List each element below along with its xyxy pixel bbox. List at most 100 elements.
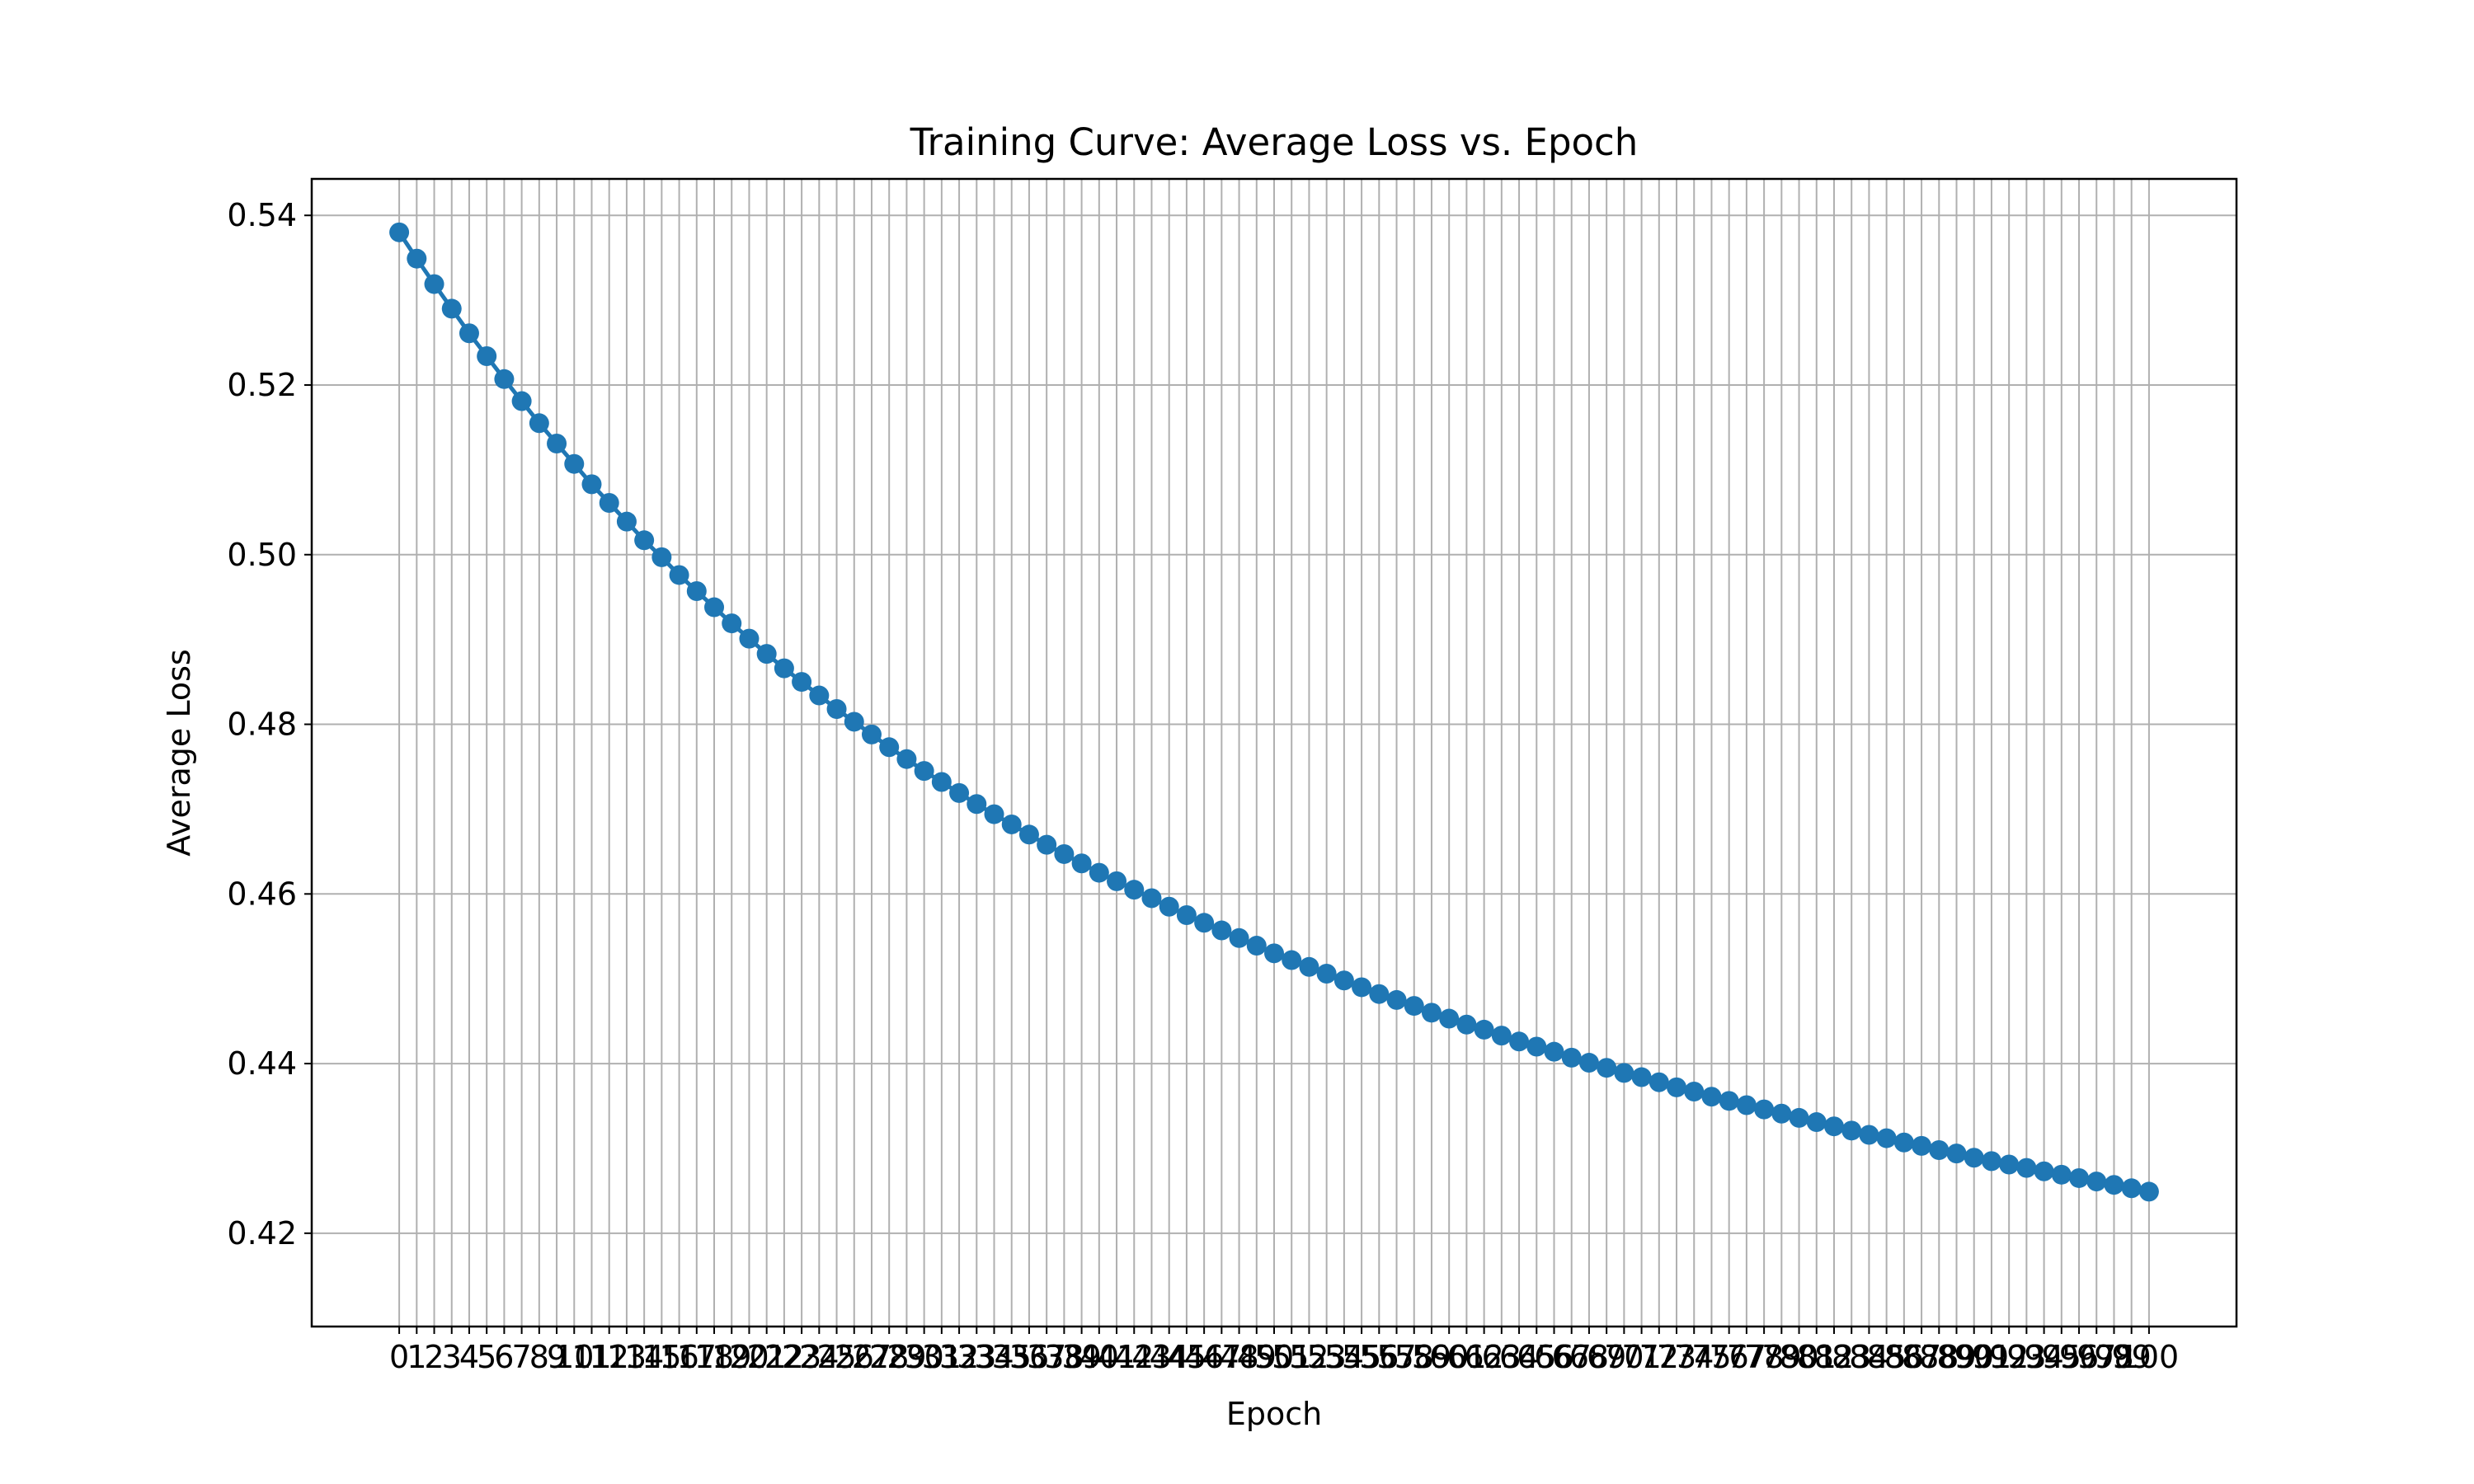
- x-tick-label: 86: [1884, 1339, 1924, 1375]
- x-tick-label: 88: [1919, 1339, 1959, 1375]
- x-tick-label: 13: [607, 1339, 647, 1375]
- x-tick-label: 66: [1534, 1339, 1573, 1375]
- x-tick-label: 12: [590, 1339, 629, 1375]
- x-tick-label: 32: [939, 1339, 979, 1375]
- y-tick-label: 0.54: [227, 197, 297, 233]
- data-point: [949, 782, 970, 803]
- data-point: [2086, 1172, 2107, 1192]
- data-point: [1789, 1107, 1809, 1128]
- x-tick-label: 36: [1009, 1339, 1049, 1375]
- data-point: [459, 323, 479, 344]
- x-tick-label: 100: [2119, 1339, 2180, 1375]
- y-tick-label: 0.50: [227, 537, 297, 573]
- data-point: [756, 644, 777, 665]
- y-tick-label: 0.52: [227, 367, 297, 403]
- data-point: [1631, 1067, 1652, 1087]
- data-point: [389, 222, 410, 242]
- y-axis-label: Average Loss: [161, 649, 197, 856]
- data-point: [1509, 1031, 1530, 1052]
- data-point: [1981, 1151, 2001, 1172]
- data-point: [1018, 824, 1039, 845]
- data-point: [1054, 843, 1075, 864]
- x-tick-label: 75: [1691, 1339, 1731, 1375]
- x-tick-label: 82: [1814, 1339, 1854, 1375]
- data-point: [547, 433, 567, 453]
- data-point: [1369, 984, 1390, 1004]
- data-point: [2069, 1167, 2090, 1188]
- x-tick-label: 80: [1779, 1339, 1818, 1375]
- data-point: [1684, 1082, 1705, 1102]
- data-point: [616, 511, 637, 532]
- x-tick-label: 71: [1621, 1339, 1661, 1375]
- x-tick-label: 31: [922, 1339, 962, 1375]
- x-tick-label: 76: [1709, 1339, 1748, 1375]
- data-point: [1806, 1112, 1827, 1133]
- x-tick-label: 2: [424, 1339, 444, 1375]
- data-point: [599, 493, 619, 514]
- data-point: [1456, 1014, 1477, 1035]
- data-point: [896, 749, 917, 769]
- data-point: [967, 794, 987, 815]
- x-tick-label: 79: [1761, 1339, 1801, 1375]
- x-tick-label: 47: [1202, 1339, 1241, 1375]
- data-point: [774, 658, 794, 679]
- chart-title: Training Curve: Average Loss vs. Epoch: [910, 120, 1639, 164]
- x-tick-label: 10: [554, 1339, 594, 1375]
- x-tick-label: 18: [694, 1339, 734, 1375]
- data-point: [1352, 977, 1372, 998]
- data-point: [1893, 1132, 1914, 1153]
- x-tick-label: 60: [1429, 1339, 1469, 1375]
- x-tick-label: 42: [1114, 1339, 1154, 1375]
- x-tick-label: 33: [957, 1339, 996, 1375]
- data-point: [1578, 1053, 1599, 1073]
- data-point: [1667, 1077, 1687, 1097]
- data-point: [792, 672, 812, 693]
- x-tick-label: 55: [1342, 1339, 1381, 1375]
- data-point: [1439, 1008, 1460, 1029]
- x-tick-label: 48: [1219, 1339, 1258, 1375]
- data-point: [1299, 956, 1319, 977]
- data-point: [1544, 1041, 1564, 1062]
- data-point: [564, 453, 585, 474]
- x-tick-label: 4: [459, 1339, 479, 1375]
- data-point: [1964, 1148, 1984, 1168]
- x-tick-label: 3: [442, 1339, 462, 1375]
- data-point: [931, 772, 952, 792]
- x-axis-label: Epoch: [1226, 1396, 1322, 1432]
- data-point: [686, 581, 707, 602]
- x-tick-label: 46: [1184, 1339, 1224, 1375]
- data-point: [1333, 970, 1354, 991]
- x-tick-label: 17: [677, 1339, 717, 1375]
- data-point: [1649, 1072, 1669, 1092]
- data-point: [1526, 1036, 1547, 1057]
- data-point: [1107, 871, 1127, 891]
- x-tick-label: 64: [1499, 1339, 1539, 1375]
- x-tick-label: 54: [1324, 1339, 1364, 1375]
- data-point: [1071, 853, 1092, 874]
- data-point: [1211, 920, 1232, 941]
- data-point: [879, 737, 900, 758]
- series-markers: [389, 222, 2159, 1202]
- x-tick-label: 91: [1972, 1339, 2011, 1375]
- x-tick-label: 67: [1552, 1339, 1592, 1375]
- x-tick-label: 49: [1237, 1339, 1277, 1375]
- data-point: [1264, 943, 1284, 964]
- data-point: [424, 274, 444, 294]
- x-tick-label: 92: [1989, 1339, 2029, 1375]
- data-point: [2034, 1161, 2054, 1181]
- data-point: [1089, 862, 1109, 883]
- y-tick-label: 0.48: [227, 707, 297, 743]
- data-point: [1246, 936, 1267, 956]
- x-tick-label: 25: [816, 1339, 856, 1375]
- x-tick-label: 38: [1044, 1339, 1084, 1375]
- x-tick-label: 68: [1569, 1339, 1609, 1375]
- data-point: [1037, 834, 1057, 855]
- x-tick-label: 11: [571, 1339, 611, 1375]
- x-tick-label: 30: [904, 1339, 943, 1375]
- x-tick-label: 16: [659, 1339, 698, 1375]
- data-point: [1823, 1116, 1844, 1137]
- data-point: [861, 724, 882, 744]
- x-tick-label: 56: [1359, 1339, 1399, 1375]
- x-tick-label: 27: [852, 1339, 891, 1375]
